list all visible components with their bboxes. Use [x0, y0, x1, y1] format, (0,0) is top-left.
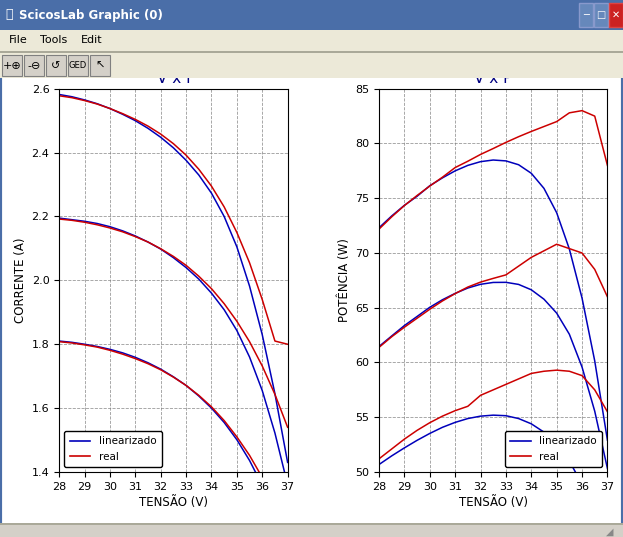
Legend: linearizado, real: linearizado, real — [505, 431, 602, 467]
Bar — [0, 52, 623, 53]
Text: Tools: Tools — [40, 35, 68, 45]
Text: ScicosLab Graphic (0): ScicosLab Graphic (0) — [19, 9, 163, 21]
Bar — [2, 55, 22, 76]
Text: ✕: ✕ — [612, 10, 621, 20]
Text: Edit: Edit — [81, 35, 103, 45]
Y-axis label: CORRENTE (A): CORRENTE (A) — [14, 237, 27, 323]
Bar — [90, 55, 110, 76]
Bar — [0, 523, 623, 525]
Text: File: File — [9, 35, 28, 45]
Bar — [46, 55, 66, 76]
Text: ─: ─ — [583, 10, 589, 20]
Bar — [0, 51, 623, 52]
Text: ↖: ↖ — [95, 61, 105, 71]
Bar — [594, 3, 608, 27]
Text: +⊕: +⊕ — [2, 61, 21, 71]
Text: □: □ — [597, 10, 606, 20]
Title: V x I: V x I — [156, 71, 190, 86]
Title: V x P: V x P — [474, 71, 512, 86]
Bar — [68, 55, 88, 76]
Y-axis label: POTÊNCIA (W): POTÊNCIA (W) — [338, 238, 351, 322]
X-axis label: TENSÃO (V): TENSÃO (V) — [459, 496, 528, 509]
Text: GED: GED — [69, 62, 87, 70]
Text: -⊖: -⊖ — [27, 61, 40, 71]
Bar — [609, 3, 623, 27]
Text: ◢: ◢ — [606, 526, 614, 536]
Bar — [579, 3, 593, 27]
X-axis label: TENSÃO (V): TENSÃO (V) — [139, 496, 208, 509]
Legend: linearizado, real: linearizado, real — [64, 431, 161, 467]
Bar — [24, 55, 44, 76]
Text: ↺: ↺ — [51, 61, 60, 71]
Text: 🖥: 🖥 — [5, 9, 12, 21]
